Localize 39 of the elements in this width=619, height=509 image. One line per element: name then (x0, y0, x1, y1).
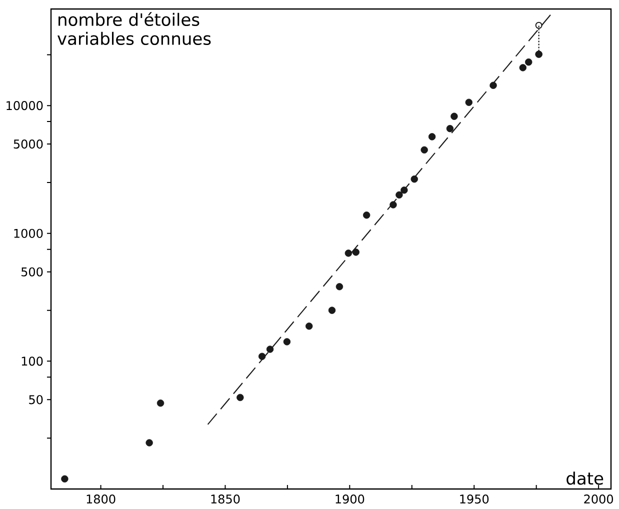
point (236, 394, 244, 402)
y-tick-label: 50 (29, 395, 43, 404)
x-tick-label: 2000 (584, 494, 614, 504)
point (396, 191, 403, 199)
point (352, 248, 360, 256)
y-axis-title: nombre d'étoiles variables connues (58, 12, 211, 46)
y-tick-label: 500 (21, 267, 43, 276)
y-tick-label: 10000 (6, 101, 43, 110)
point (362, 212, 370, 219)
point (306, 322, 313, 330)
point (258, 352, 266, 360)
point (344, 250, 352, 257)
point (61, 475, 68, 482)
point (465, 98, 472, 106)
point (535, 22, 542, 29)
point (336, 283, 344, 290)
x-tick-label: 1850 (211, 494, 240, 504)
point (420, 146, 428, 154)
y-tick-label: 1000 (14, 228, 43, 238)
point (390, 201, 397, 208)
x-axis-title: date (566, 472, 604, 485)
point (156, 399, 164, 407)
x-tick-label: 1900 (336, 494, 364, 504)
point (519, 64, 526, 72)
x-tick-label: 1950 (460, 494, 489, 504)
point (410, 175, 418, 183)
point (446, 124, 454, 132)
point (266, 346, 274, 353)
point (525, 58, 532, 66)
point (283, 338, 291, 346)
point (146, 439, 153, 446)
y-tick-label: 5000 (14, 140, 43, 149)
point (400, 186, 408, 194)
point (428, 133, 436, 140)
y-tick-label: 100 (22, 356, 43, 366)
point (328, 306, 336, 314)
point (450, 112, 458, 120)
x-tick-label: 1800 (86, 494, 116, 504)
point (490, 82, 497, 89)
